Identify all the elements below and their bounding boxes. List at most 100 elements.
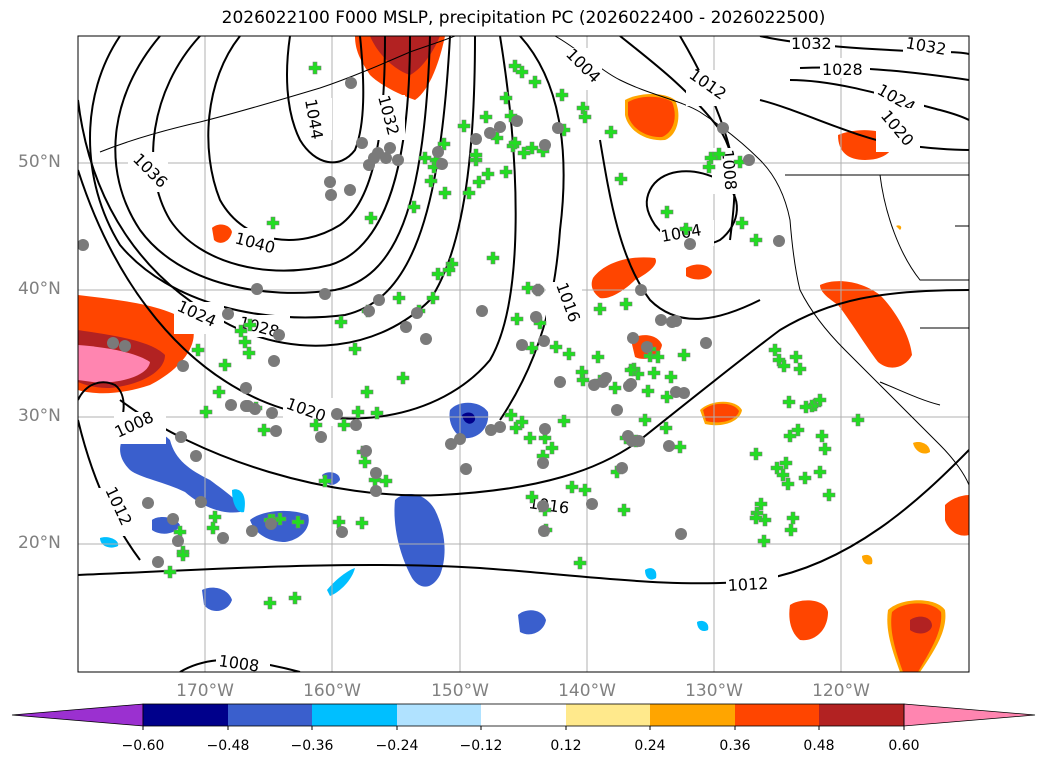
station-cross [515, 65, 529, 79]
station-cross [358, 455, 372, 469]
lon-label-120w: 120°W [812, 681, 870, 701]
colorbar-tick-4: −0.12 [459, 738, 503, 754]
station-ring-dot [363, 305, 375, 317]
coastlines [99, 36, 969, 486]
station-cross [242, 346, 256, 360]
station-ring-dot [600, 372, 612, 384]
colorbar-extend-low [11, 703, 144, 727]
station-ring-dot [552, 122, 564, 134]
station-cross [379, 474, 393, 488]
station-ring-dot [392, 154, 404, 166]
station-ring-dot [586, 498, 598, 510]
station-cross [647, 366, 661, 380]
isobar-label-1032-ne: 1032 [791, 34, 832, 53]
station-cross [499, 165, 513, 179]
station-ring-dot [325, 189, 337, 201]
station-ring-dot [400, 321, 412, 333]
station-cross [318, 474, 332, 488]
station-ring-dot [177, 360, 189, 372]
station-ring-dot [538, 525, 550, 537]
station-cross [457, 119, 471, 133]
station-ring-dot [356, 137, 368, 149]
station-cross [472, 175, 486, 189]
station-cross [528, 75, 542, 89]
station-cross [776, 468, 790, 482]
station-cross [351, 405, 365, 419]
station-cross [638, 413, 652, 427]
station-ring-dot [268, 355, 280, 367]
station-ring-dot [670, 315, 682, 327]
station-ring-dot [684, 238, 696, 250]
station-cross [576, 373, 590, 387]
colorbar-swatch-2 [228, 704, 312, 726]
plot-frame [77, 35, 970, 673]
station-cross [608, 381, 622, 395]
station-ring-dot [142, 497, 154, 509]
station-cross [334, 315, 348, 329]
station-ring-dot [195, 496, 207, 508]
station-ring-dot [516, 339, 528, 351]
station-ring-dot [655, 314, 667, 326]
station-cross [438, 186, 452, 200]
station-ring-dot [611, 404, 623, 416]
station-cross [619, 297, 633, 311]
station-cross [749, 233, 763, 247]
isobar-label-1012-s: 1012 [727, 574, 769, 595]
isobar-1028-n [799, 66, 969, 81]
station-cross [191, 343, 205, 357]
lat-label-20n: 20°N [18, 533, 61, 553]
station-ring-dot [251, 283, 263, 295]
station-cross [370, 406, 384, 420]
station-cross [355, 516, 369, 530]
station-cross [509, 421, 523, 435]
station-ring-dot [635, 284, 647, 296]
station-cross [437, 137, 451, 151]
isobar-label-1028-ne: 1028 [822, 60, 863, 79]
station-cross [784, 523, 798, 537]
isobar-label-1008-n: 1008 [718, 149, 740, 191]
station-ring-dot [175, 431, 187, 443]
station-ring-dot [119, 340, 131, 352]
station-ring-dot [240, 400, 252, 412]
colorbar-swatch-8 [735, 704, 819, 726]
station-cross [199, 405, 213, 419]
station-ring-dot [663, 440, 675, 452]
station-cross [234, 324, 248, 338]
station-cross [604, 125, 618, 139]
station-ring-dot [336, 526, 348, 538]
lat-label-30n: 30°N [18, 406, 61, 426]
station-cross [291, 515, 305, 529]
station-cross [565, 480, 579, 494]
station-cross [733, 155, 747, 169]
station-cross [396, 371, 410, 385]
station-cross [786, 511, 800, 525]
station-ring-dot [539, 139, 551, 151]
station-cross [781, 477, 795, 491]
colorbar-swatch-6 [566, 704, 650, 726]
station-ring-dot [265, 518, 277, 530]
station-cross [508, 136, 522, 150]
station-ring-dot [167, 513, 179, 525]
station-ring-dot [345, 77, 357, 89]
station-ring-dot [324, 176, 336, 188]
station-ring-dot [172, 535, 184, 547]
station-ring-dot [625, 378, 637, 390]
colorbar-swatch-4 [397, 704, 481, 726]
station-cross [679, 222, 693, 236]
station-ring-dot [641, 341, 653, 353]
station-ring-dot [266, 407, 278, 419]
station-ring-dot [743, 154, 755, 166]
station-ring-dot [675, 528, 687, 540]
station-ring-dot [190, 450, 202, 462]
station-cross [309, 418, 323, 432]
station-cross [677, 348, 691, 362]
station-cross [791, 423, 805, 437]
station-ring-dot [511, 115, 523, 127]
station-ring-dot [240, 382, 252, 394]
station-cross [431, 267, 445, 281]
station-cross [360, 385, 374, 399]
station-ring-dot [411, 307, 423, 319]
colorbar-swatch-5 [481, 704, 566, 726]
plot-area [78, 36, 969, 672]
